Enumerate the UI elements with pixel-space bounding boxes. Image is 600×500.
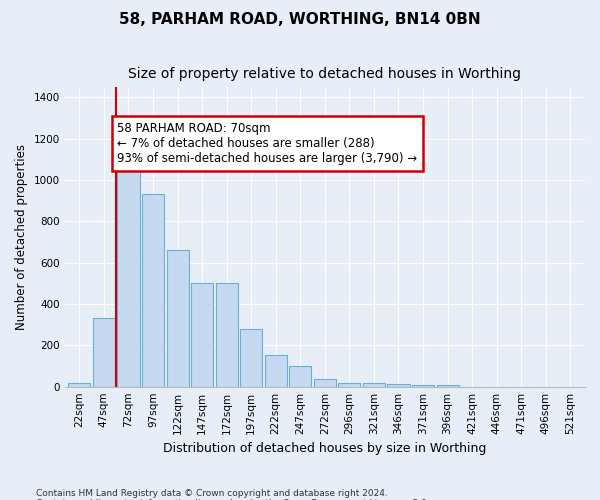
Text: Contains public sector information licensed under the Open Government Licence v3: Contains public sector information licen… (36, 498, 430, 500)
Text: Contains HM Land Registry data © Crown copyright and database right 2024.: Contains HM Land Registry data © Crown c… (36, 488, 388, 498)
Bar (215, 284, 238, 387)
X-axis label: Distribution of detached houses by size in Worthing: Distribution of detached houses by size … (163, 442, 487, 455)
Bar (388, 384, 410, 386)
Bar (412, 384, 434, 386)
Bar (68, 382, 91, 386)
Text: 58 PARHAM ROAD: 70sqm
← 7% of detached houses are smaller (288)
93% of semi-deta: 58 PARHAM ROAD: 70sqm ← 7% of detached h… (118, 122, 418, 165)
Bar (240, 329, 262, 386)
Bar (167, 250, 188, 386)
Bar (93, 318, 115, 386)
Y-axis label: Number of detached properties: Number of detached properties (15, 144, 28, 330)
Bar (314, 380, 336, 386)
Bar (338, 382, 361, 386)
Text: 58, PARHAM ROAD, WORTHING, BN14 0BN: 58, PARHAM ROAD, WORTHING, BN14 0BN (119, 12, 481, 28)
Bar (118, 170, 140, 386)
Bar (191, 284, 213, 387)
Bar (289, 366, 311, 386)
Bar (437, 385, 458, 386)
Bar (363, 382, 385, 386)
Title: Size of property relative to detached houses in Worthing: Size of property relative to detached ho… (128, 68, 521, 82)
Bar (265, 354, 287, 386)
Bar (142, 194, 164, 386)
